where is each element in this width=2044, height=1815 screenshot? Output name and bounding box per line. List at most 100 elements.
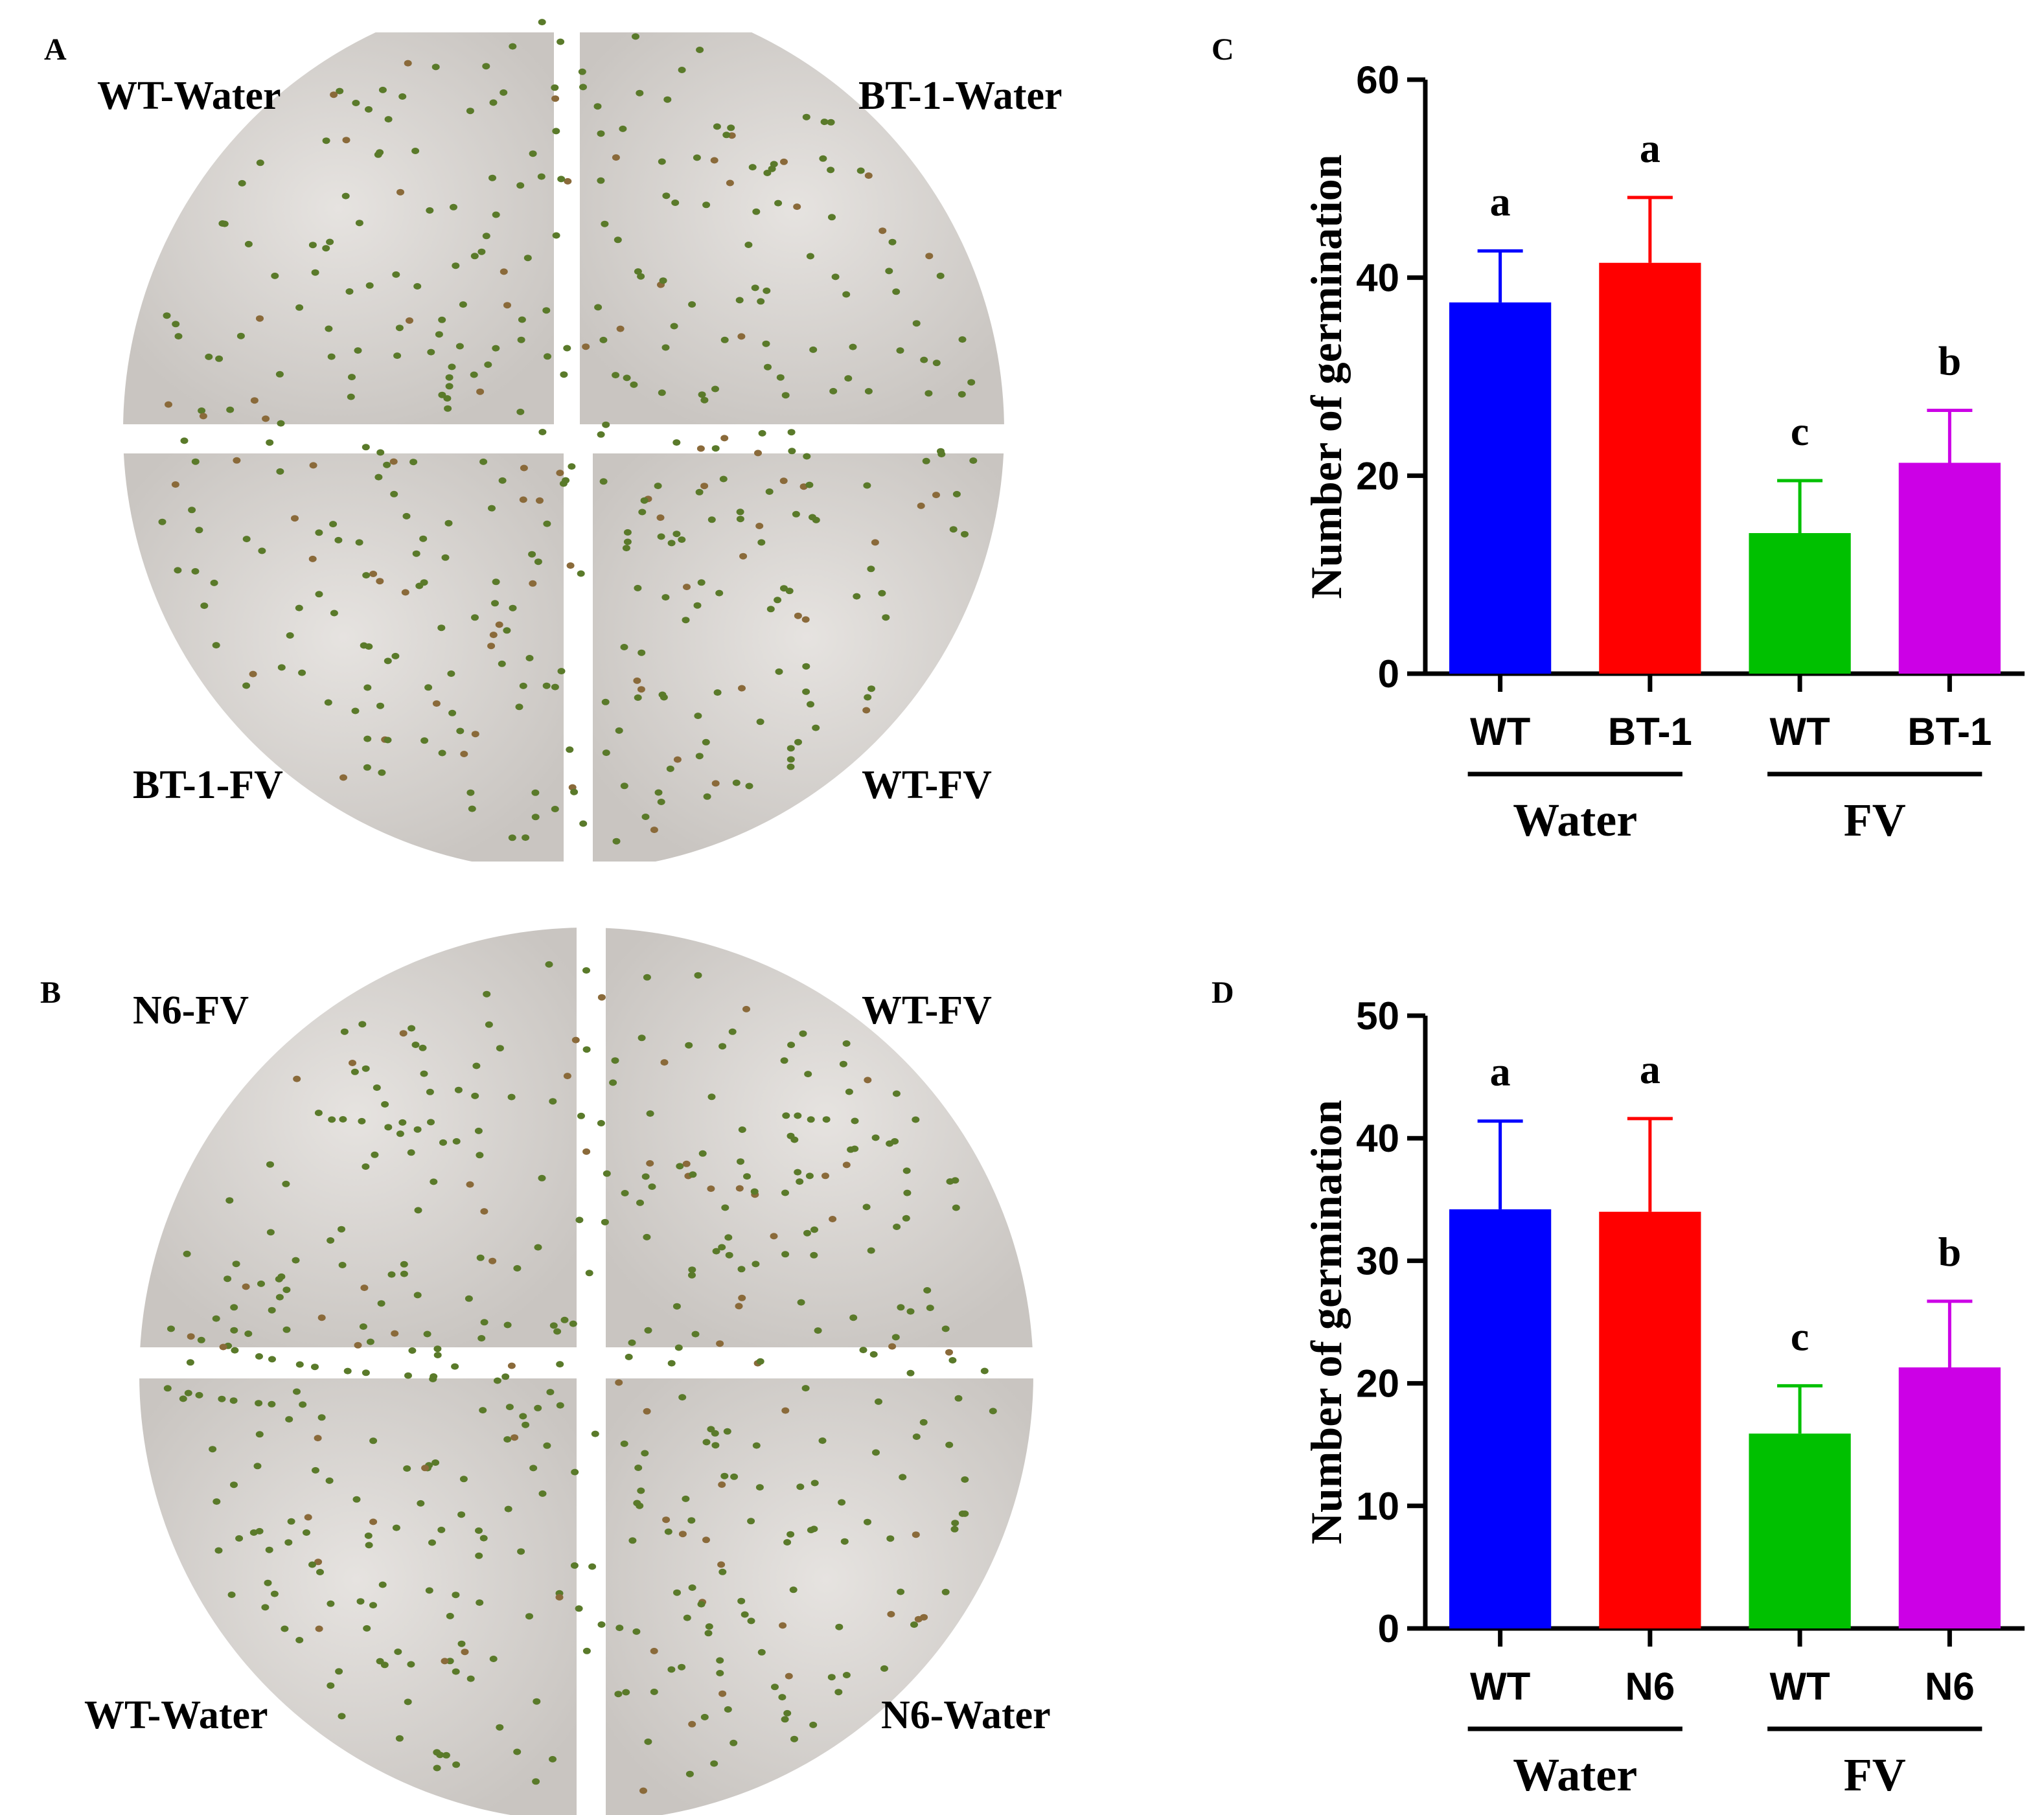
seedling [452, 1668, 460, 1675]
seedling [292, 1257, 300, 1264]
seedling [725, 1251, 733, 1259]
seedling [633, 677, 641, 684]
seedling [945, 1441, 954, 1448]
seedling [376, 702, 384, 709]
seedling [500, 89, 508, 96]
seedling [562, 477, 570, 484]
seedling [358, 1117, 366, 1124]
seedling [634, 268, 642, 275]
seedling [383, 461, 391, 468]
seedling [967, 379, 976, 386]
seedling [597, 1621, 606, 1628]
seedling [707, 1093, 716, 1101]
seedling [261, 1604, 270, 1611]
seedling [952, 1204, 960, 1211]
seedling [408, 1347, 417, 1354]
seedling [327, 1237, 335, 1244]
seedling [538, 429, 547, 435]
seedling [893, 1224, 901, 1230]
seedling [281, 1625, 289, 1632]
seedling [299, 1401, 307, 1408]
seedling [632, 1628, 641, 1635]
seedling [503, 627, 511, 634]
seedling [495, 621, 503, 628]
seedling [691, 1330, 700, 1338]
seedling [794, 1112, 802, 1119]
seedling [814, 1327, 822, 1334]
seedling [785, 1672, 793, 1680]
seedling [308, 242, 317, 249]
seedling [643, 1233, 651, 1240]
seedling [191, 458, 200, 465]
seedling [869, 1351, 878, 1358]
seedling [556, 1361, 564, 1368]
seedling [431, 63, 440, 71]
seedling [812, 724, 820, 731]
seedling [404, 1372, 412, 1379]
seedling [380, 1661, 389, 1669]
seedling [492, 345, 500, 352]
seedling [732, 779, 741, 786]
seedling [757, 298, 765, 305]
seedling [678, 536, 686, 543]
seedling [871, 1134, 880, 1141]
seedling [783, 1709, 792, 1717]
seedling [457, 1511, 466, 1518]
seedling [622, 1689, 630, 1696]
seedling [295, 604, 303, 611]
seedling [775, 668, 783, 675]
seedling [721, 1204, 729, 1211]
seedling [720, 435, 729, 442]
seedling [569, 1320, 577, 1327]
seedling [758, 429, 766, 437]
y-tick-label: 20 [1356, 454, 1399, 497]
seedling [712, 1248, 720, 1255]
bar [1898, 462, 2001, 674]
seedling [639, 1787, 647, 1794]
seedling [376, 578, 384, 585]
significance-letter: a [1490, 1049, 1511, 1095]
seedling [452, 262, 460, 269]
x-tick-label: N6 [1925, 1665, 1975, 1708]
seedling [891, 1138, 899, 1145]
petri-plate-b [139, 928, 1033, 1815]
seedling [403, 1465, 411, 1472]
seedling [787, 756, 795, 763]
seedling [542, 682, 551, 689]
seedling [437, 1526, 446, 1533]
seedling [752, 1442, 761, 1449]
seedling [662, 1516, 671, 1524]
seedling [298, 669, 306, 676]
seedling [471, 1092, 479, 1099]
seedling [340, 1028, 349, 1035]
seedling [575, 1216, 584, 1224]
seedling [781, 1189, 789, 1196]
chart-c: C Number of germination 0 20 40 60 WT a BT-1 a WT… [1211, 32, 2025, 846]
seedling [792, 510, 800, 518]
seedling [566, 746, 574, 753]
seedling [658, 389, 666, 396]
seedling [720, 336, 729, 343]
seedling [853, 593, 861, 600]
significance-letter: a [1640, 1046, 1660, 1092]
seedling [650, 1688, 658, 1695]
seedling [275, 1294, 284, 1301]
seedling [231, 1347, 239, 1354]
seedling [230, 1481, 238, 1489]
seedling [287, 1518, 295, 1525]
seedling [718, 1244, 726, 1251]
seedling [303, 1529, 310, 1536]
seedling [350, 1068, 359, 1075]
seedling [628, 1339, 636, 1346]
seedling [448, 709, 457, 716]
seedling [390, 490, 398, 497]
plate-quadrant-n6-water [606, 1378, 1033, 1815]
seedling [735, 1303, 743, 1310]
seedling [363, 1625, 371, 1632]
seedling [630, 381, 638, 388]
seedling [922, 457, 930, 464]
seedling [738, 1126, 746, 1133]
seedling [426, 207, 434, 214]
seedling [508, 834, 516, 841]
seedling [341, 192, 350, 200]
